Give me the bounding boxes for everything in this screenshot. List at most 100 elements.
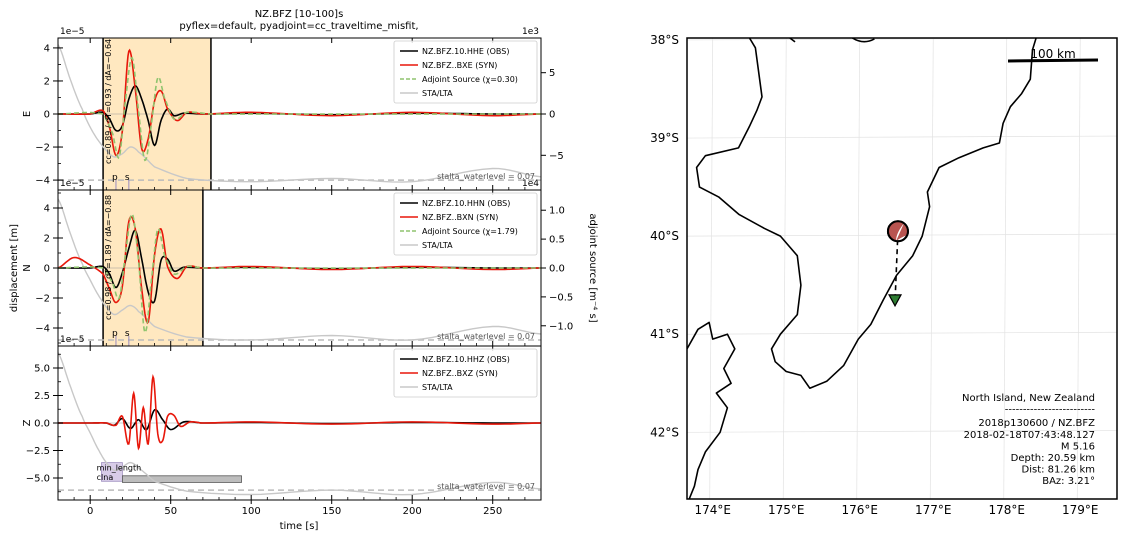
info-separator: ------------------------- — [1005, 405, 1096, 416]
y-tick-label: −2.5 — [26, 446, 50, 457]
y-tick-label: −4 — [35, 324, 50, 335]
info-baz: BAz: 3.21° — [1042, 476, 1095, 487]
rejected-label-clna: clna — [97, 473, 114, 482]
legend-label: STA/LTA — [422, 89, 453, 98]
y2-tick-label: −5 — [549, 151, 564, 162]
lon-tick-label: 178°E — [988, 503, 1025, 517]
legend-label: NZ.BFZ.10.HHZ (OBS) — [422, 355, 510, 364]
legend-box — [393, 192, 538, 256]
y-tick-label: 4 — [44, 204, 50, 215]
component-label: E — [22, 111, 33, 117]
y2-tick-label: 1.0 — [549, 206, 565, 217]
x-tick-label: 0 — [87, 506, 93, 517]
meridian — [782, 38, 787, 499]
component-label: Z — [22, 419, 33, 426]
y-axis-label-left: displacement [m] — [9, 224, 20, 312]
event-station-path — [894, 231, 899, 302]
phase-label-p: p — [112, 329, 118, 339]
figure-subtitle: pyflex=default, pyadjoint=cc_traveltime_… — [179, 21, 418, 32]
y-tick-label: 2 — [44, 234, 50, 245]
sci-notation-left: 1e−5 — [60, 335, 85, 345]
map-panel: 100 km 38°S 39°S 40°S 41°S 42°S 174°E 175°E 176°… — [650, 33, 1118, 517]
scale-bar-label: 100 km — [1030, 47, 1075, 61]
y2-tick-label: 5 — [549, 68, 555, 79]
panel-N: p s 4 2 0 −2 −4 1e−5 N 1.0 0.5 0.0 −0.5 −1.0 1e4 cc=0.9… — [22, 179, 573, 347]
x-tick-label: 250 — [483, 506, 502, 517]
parallel — [687, 429, 1117, 433]
beachball-compression-2 — [895, 223, 908, 242]
x-tick-label: 50 — [164, 506, 177, 517]
scale-bar — [1007, 58, 1099, 63]
map-area — [687, 38, 1117, 499]
info-distance: Dist: 81.26 km — [1022, 465, 1096, 476]
y2-tick-label: 0.5 — [549, 235, 565, 246]
y-tick-label: −2 — [35, 294, 50, 305]
legend: NZ.BFZ.10.HHN (OBS) NZ.BFZ..BXN (SYN) Adjo… — [393, 192, 538, 256]
y2-tick-label: 0 — [549, 110, 555, 121]
info-event-station: 2018p130600 / NZ.BFZ — [978, 418, 1095, 429]
x-tick-label: 200 — [403, 506, 422, 517]
sci-notation-left: 1e−5 — [60, 179, 85, 189]
window-stats-label: cc=0.98 / dT=1.89 / dA=−0.88 — [104, 195, 113, 320]
x-tick-label: 100 — [242, 506, 261, 517]
coastline-north-island — [695, 38, 1037, 389]
lat-tick-label: 38°S — [650, 33, 679, 47]
phase-label-s: s — [125, 173, 130, 183]
y-tick-label: 0.0 — [34, 419, 50, 430]
coastline-south-island — [687, 321, 736, 499]
info-depth: Depth: 20.59 km — [1011, 453, 1095, 464]
beachball-compression — [887, 221, 904, 242]
x-tick-label: 150 — [322, 506, 341, 517]
legend-box — [393, 40, 538, 104]
y-tick-label: −4 — [35, 176, 50, 187]
lat-tick-label: 40°S — [650, 229, 679, 243]
meridian — [709, 38, 714, 499]
phase-label-s: s — [125, 329, 130, 339]
panel-E: p s 4 2 0 −2 −4 1e−5 E 5 0 −5 1e3 cc=0.89 / dT=0.93 /… — [22, 27, 564, 191]
sci-notation-left: 1e−5 — [60, 27, 85, 37]
meridian — [929, 38, 934, 499]
lon-tick-label: 176°E — [841, 503, 878, 517]
legend: NZ.BFZ.10.HHE (OBS) NZ.BFZ..BXE (SYN) Adjo… — [393, 40, 538, 104]
window-stats-label: cc=0.89 / dT=0.93 / dA=−0.64 — [104, 39, 113, 164]
legend-label: NZ.BFZ..BXN (SYN) — [422, 213, 498, 222]
beachball-outline — [886, 220, 909, 243]
lon-tick-label: 175°E — [768, 503, 805, 517]
meridian — [1076, 38, 1081, 499]
legend-box — [393, 348, 538, 398]
info-magnitude: M 5.16 — [1061, 441, 1095, 452]
y-tick-label: 2 — [44, 76, 50, 87]
parallel — [687, 331, 1117, 335]
lat-tick-label: 39°S — [650, 131, 679, 145]
sci-notation-right: 1e4 — [522, 179, 539, 189]
series-sta-lta — [58, 198, 541, 341]
series-adjoint-source-1-79- — [58, 212, 541, 334]
parallel — [687, 135, 1117, 139]
legend-label: STA/LTA — [422, 383, 453, 392]
series-nz-bfz-bxz-syn- — [58, 373, 541, 451]
lon-tick-label: 174°E — [694, 503, 731, 517]
y-tick-label: 4 — [44, 43, 50, 54]
legend-label: NZ.BFZ.10.HHE (OBS) — [422, 47, 509, 56]
station-marker — [888, 294, 903, 308]
y2-tick-label: −1.0 — [549, 321, 573, 332]
panel-plot-area — [58, 352, 541, 496]
y-tick-label: 2.5 — [34, 391, 50, 402]
x-axis-label: time [s] — [280, 521, 319, 532]
lon-tick-label: 179°E — [1062, 503, 1099, 517]
lat-tick-label: 41°S — [650, 327, 679, 341]
y-axis-label-right: adjoint source [m⁻⁴ s] — [587, 213, 598, 322]
y-tick-label: −5.0 — [26, 474, 50, 485]
phase-label-p: p — [112, 173, 118, 183]
coastline-northern-islet — [851, 38, 875, 43]
legend-label: Adjoint Source (χ=1.79) — [422, 227, 518, 236]
figure-title: NZ.BFZ [10-100]s — [255, 9, 344, 20]
legend-label: Adjoint Source (χ=0.30) — [422, 75, 518, 84]
rejected-window-clna — [122, 475, 242, 483]
legend: NZ.BFZ.10.HHZ (OBS) NZ.BFZ..BXZ (SYN) STA/… — [393, 348, 538, 398]
rejected-label-min-length: min_length — [97, 463, 142, 472]
